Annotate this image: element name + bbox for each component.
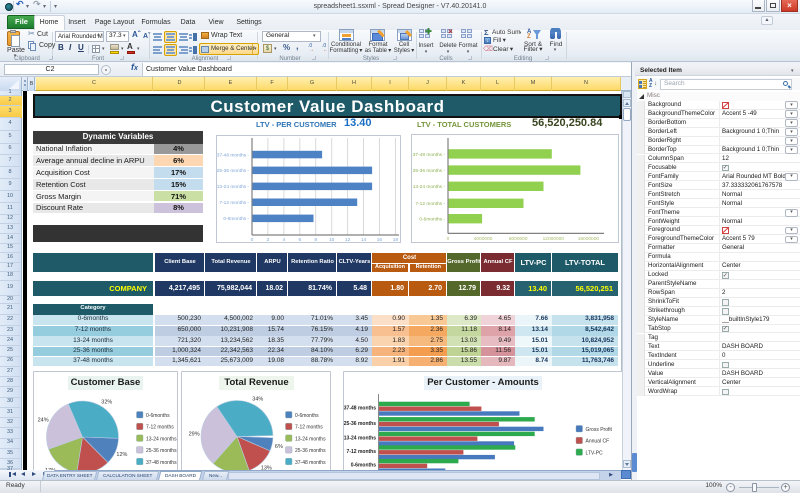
- svg-text:34%: 34%: [252, 397, 263, 403]
- svg-text:7-12 months -: 7-12 months -: [415, 201, 445, 207]
- svg-text:37-48 months: 37-48 months: [344, 406, 376, 412]
- svg-text:12000000: 12000000: [543, 236, 565, 242]
- svg-text:7-12 months: 7-12 months: [146, 425, 174, 431]
- svg-text:Gross Profit: Gross Profit: [586, 427, 613, 433]
- svg-text:LTV-PC: LTV-PC: [586, 450, 604, 456]
- svg-text:7-12 months -: 7-12 months -: [219, 200, 249, 206]
- svg-text:13-24 months: 13-24 months: [295, 436, 326, 442]
- svg-text:25-36 months: 25-36 months: [344, 421, 376, 427]
- svg-text:25-36 months: 25-36 months: [295, 448, 326, 454]
- svg-text:25-36 months: 25-36 months: [146, 448, 177, 454]
- svg-text:2: 2: [267, 237, 270, 243]
- svg-text:29%: 29%: [189, 432, 200, 438]
- svg-text:13-24 months -: 13-24 months -: [217, 184, 250, 190]
- svg-text:16: 16: [377, 237, 383, 243]
- svg-text:12: 12: [345, 237, 351, 243]
- svg-text:12%: 12%: [116, 452, 127, 458]
- svg-text:0-6months -: 0-6months -: [223, 216, 249, 222]
- svg-text:37-48 months: 37-48 months: [146, 460, 177, 466]
- svg-text:37-48 months: 37-48 months: [295, 460, 326, 466]
- svg-text:Annual CF: Annual CF: [586, 439, 610, 445]
- svg-text:25-36 months -: 25-36 months -: [413, 168, 446, 174]
- svg-text:0: 0: [251, 237, 254, 243]
- svg-text:7-12 months: 7-12 months: [347, 449, 377, 455]
- svg-text:0-6months: 0-6months: [146, 413, 170, 419]
- svg-text:13-24 months: 13-24 months: [344, 436, 376, 442]
- svg-text:6%: 6%: [275, 444, 283, 450]
- svg-text:13-24 months -: 13-24 months -: [413, 184, 446, 190]
- svg-text:8: 8: [314, 237, 317, 243]
- svg-text:10: 10: [329, 237, 335, 243]
- svg-text:4: 4: [283, 237, 286, 243]
- svg-text:32%: 32%: [101, 399, 112, 405]
- svg-text:0-6months -: 0-6months -: [419, 217, 445, 223]
- svg-text:18: 18: [393, 237, 399, 243]
- svg-text:17%: 17%: [45, 468, 56, 470]
- svg-text:13-24 months: 13-24 months: [146, 436, 177, 442]
- svg-text:0: 0: [447, 236, 450, 242]
- svg-text:4000000: 4000000: [474, 236, 493, 242]
- svg-text:16000000: 16000000: [578, 236, 600, 242]
- svg-text:14: 14: [361, 237, 367, 243]
- svg-text:24%: 24%: [38, 418, 49, 424]
- svg-text:0-6months: 0-6months: [351, 463, 377, 469]
- svg-text:8000000: 8000000: [509, 236, 528, 242]
- svg-text:37-48 months -: 37-48 months -: [413, 152, 446, 158]
- svg-text:25-36 months -: 25-36 months -: [217, 168, 250, 174]
- svg-text:0-6months: 0-6months: [295, 413, 319, 419]
- svg-text:37-48 months -: 37-48 months -: [217, 152, 250, 158]
- svg-text:13%: 13%: [261, 466, 272, 470]
- svg-text:7-12 months: 7-12 months: [295, 425, 323, 431]
- svg-text:6: 6: [298, 237, 301, 243]
